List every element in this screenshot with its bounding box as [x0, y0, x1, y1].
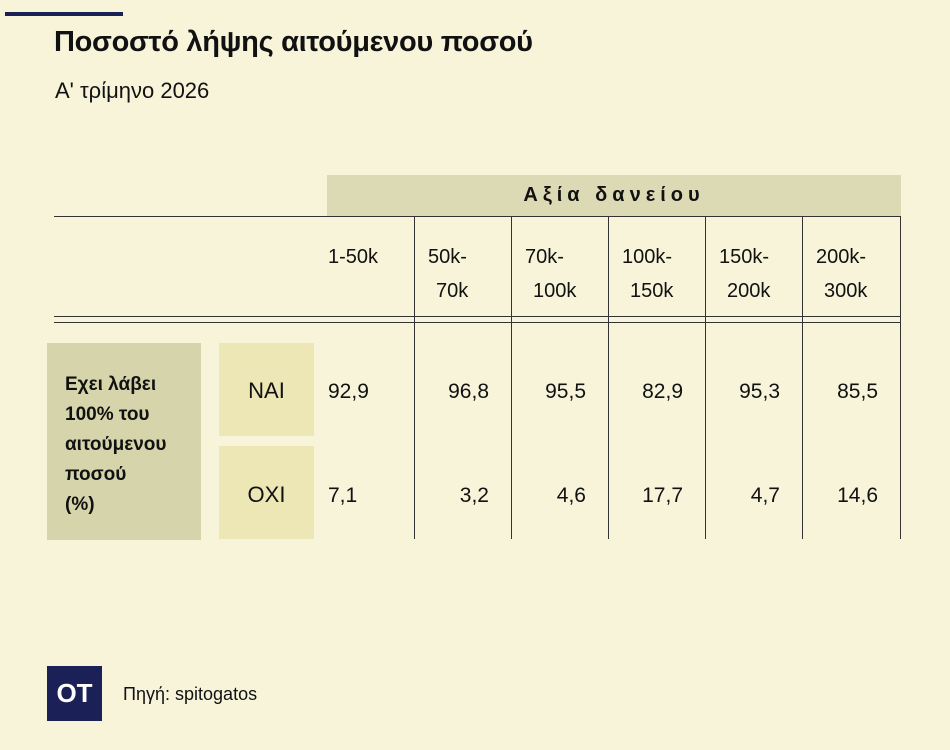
column-divider [802, 216, 803, 539]
table-cell: 95,3 [739, 380, 780, 403]
column-divider [900, 216, 901, 539]
source-note: Πηγή: spitogatos [123, 684, 258, 704]
column-header-line: 70k [436, 280, 469, 302]
header-double-rule-bottom [54, 322, 901, 323]
answer-label: ΟΧΙ [247, 482, 286, 507]
table-cell: 85,5 [837, 380, 878, 403]
column-header-line: 50k- [428, 246, 467, 268]
table-cell: 95,5 [545, 380, 586, 403]
table-cell: 4,6 [556, 484, 586, 507]
chart-subtitle: Α' τρίμηνο 2026 [55, 78, 210, 103]
column-header: 200k- 300k [816, 240, 867, 308]
table-cell: 4,7 [750, 484, 780, 507]
column-header: 100k- 150k [622, 240, 673, 308]
column-header-line: 150k [630, 280, 674, 302]
header-double-rule-top [54, 316, 901, 317]
column-header-line: 150k- [719, 246, 770, 268]
column-header: 150k- 200k [719, 240, 770, 308]
column-header-line: 200k [727, 280, 771, 302]
answer-box [219, 343, 314, 436]
answer-box [219, 446, 314, 539]
answer-label: ΝΑΙ [248, 378, 285, 403]
accent-bar [5, 12, 123, 16]
chart-title: Ποσοστό λήψης αιτούμενου ποσού [54, 26, 533, 58]
column-group-label: Αξία δανείου [523, 184, 705, 206]
column-divider [705, 216, 706, 539]
column-header: 50k- 70k [428, 240, 468, 308]
row-group-label: Εχει λάβει 100% του αιτούμενου ποσού (%) [65, 374, 167, 515]
column-divider [511, 216, 512, 539]
table-cell: 14,6 [837, 484, 878, 507]
column-header-line: 100k- [622, 246, 673, 268]
column-header: 70k- 100k [525, 240, 576, 308]
ot-logo: ΟΤ [47, 666, 102, 721]
column-group-band [327, 175, 901, 216]
header-rule [54, 216, 901, 217]
table-cell: 17,7 [642, 484, 683, 507]
column-header-line: 70k- [525, 246, 564, 268]
table-cell: 7,1 [328, 484, 358, 507]
column-header-line: 1-50k [328, 246, 379, 268]
table-cell: 3,2 [459, 484, 489, 507]
table-cell: 82,9 [642, 380, 683, 403]
column-divider [608, 216, 609, 539]
column-header-line: 300k [824, 280, 868, 302]
column-header-line: 200k- [816, 246, 867, 268]
column-header: 1-50k [328, 240, 378, 274]
column-divider [414, 216, 415, 539]
table-cell: 92,9 [328, 380, 369, 403]
row-group-box [47, 343, 201, 540]
column-header-line: 100k [533, 280, 577, 302]
table-cell: 96,8 [448, 380, 489, 403]
